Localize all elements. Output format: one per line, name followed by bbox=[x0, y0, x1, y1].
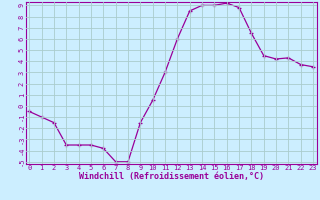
X-axis label: Windchill (Refroidissement éolien,°C): Windchill (Refroidissement éolien,°C) bbox=[79, 172, 264, 181]
